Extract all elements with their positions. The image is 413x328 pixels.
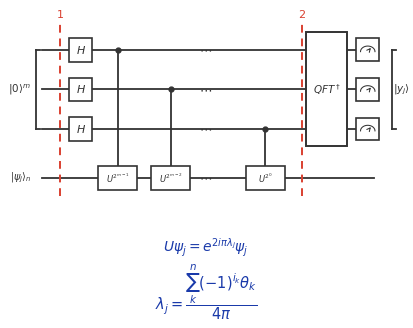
Bar — [356, 118, 379, 140]
Text: $U^{2^{m-1}}$: $U^{2^{m-1}}$ — [106, 172, 130, 185]
Bar — [98, 166, 137, 190]
Text: $\cdots$: $\cdots$ — [199, 83, 212, 96]
Bar — [152, 166, 190, 190]
Bar — [356, 78, 379, 101]
Text: $QFT^\dagger$: $QFT^\dagger$ — [313, 82, 341, 97]
Bar — [69, 77, 92, 101]
Bar — [69, 38, 92, 62]
Text: $U\psi_j = e^{2i\pi\lambda_j}\psi_j$: $U\psi_j = e^{2i\pi\lambda_j}\psi_j$ — [163, 237, 249, 259]
Text: $\cdots$: $\cdots$ — [199, 123, 212, 135]
Text: $\lambda_j = \dfrac{\sum_k^n(-1)^{i_k}\theta_k}{4\pi}$: $\lambda_j = \dfrac{\sum_k^n(-1)^{i_k}\t… — [155, 262, 257, 322]
Text: $\cdots$: $\cdots$ — [199, 172, 212, 185]
Bar — [69, 117, 92, 141]
Text: $U^{2^{m-2}}$: $U^{2^{m-2}}$ — [159, 172, 183, 185]
Text: $U^{2^0}$: $U^{2^0}$ — [258, 172, 273, 185]
Text: $|y_j\rangle$: $|y_j\rangle$ — [393, 82, 411, 97]
Text: 2: 2 — [299, 10, 306, 20]
Bar — [356, 38, 379, 61]
Text: $H$: $H$ — [76, 123, 86, 135]
Bar — [246, 166, 285, 190]
Text: $|0\rangle^m$: $|0\rangle^m$ — [8, 82, 31, 97]
Text: $H$: $H$ — [76, 83, 86, 95]
Bar — [306, 32, 347, 147]
Text: 1: 1 — [57, 10, 64, 20]
Text: $|\psi_j\rangle_n$: $|\psi_j\rangle_n$ — [10, 171, 32, 185]
Text: $H$: $H$ — [76, 44, 86, 56]
Text: $\cdots$: $\cdots$ — [199, 43, 212, 56]
